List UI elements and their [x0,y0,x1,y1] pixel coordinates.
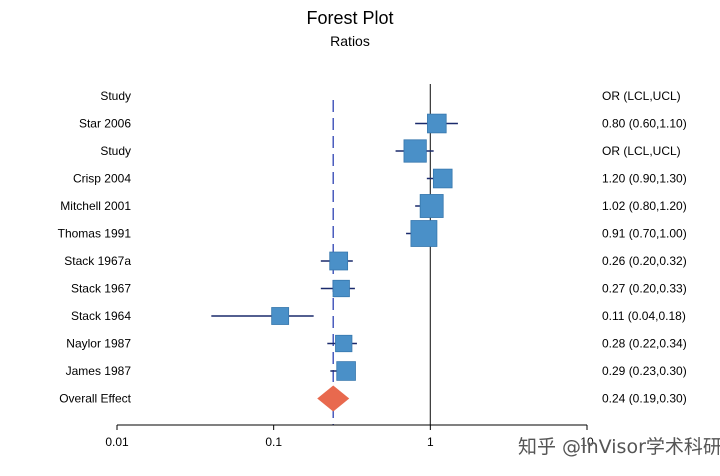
effect-box [427,113,447,134]
effect-box [329,251,349,271]
x-tick-label: 1 [427,435,434,449]
effect-box [271,307,290,325]
effect-value-label: 1.20 (0.90,1.30) [602,172,687,186]
effect-box [410,220,438,247]
x-axis: 0.01 0.1 1 10 [105,424,594,449]
chart-title: Forest Plot [306,8,393,28]
effect-markers [271,113,453,412]
effect-value-label: 0.24 (0.19,0.30) [602,392,687,406]
row-labels: Study OR (LCL,UCL) Star 2006 0.80 (0.60,1.1… [58,89,687,406]
effect-box [332,279,350,298]
effect-box [335,334,353,353]
overall-effect-diamond [317,385,350,412]
x-tick-label: 10 [580,435,594,449]
effect-value-label: 0.28 (0.22,0.34) [602,337,687,351]
study-label: Star 2006 [79,117,131,131]
effect-box [432,168,453,189]
study-label: Thomas 1991 [58,227,132,241]
effect-box [403,139,427,163]
study-label: Crisp 2004 [73,172,131,186]
effect-value-label: 0.29 (0.23,0.30) [602,364,687,378]
study-label: Stack 1964 [71,309,131,323]
effect-value-label: 0.11 (0.04,0.18) [602,309,686,323]
study-label: Naylor 1987 [66,337,131,351]
study-label: Stack 1967a [64,254,131,268]
effect-value-label: 0.27 (0.20,0.33) [602,282,687,296]
study-label: Study [100,144,131,158]
effect-value-label: 0.80 (0.60,1.10) [602,117,687,131]
chart-subtitle: Ratios [330,33,370,49]
study-label: James 1987 [66,364,132,378]
effect-box [419,194,444,218]
effect-value-label: OR (LCL,UCL) [602,89,681,103]
study-label: Study [100,89,131,103]
study-label: Stack 1967 [71,282,131,296]
study-label: Overall Effect [59,392,131,406]
effect-box [336,361,356,381]
study-label: Mitchell 2001 [60,199,131,213]
effect-value-label: 1.02 (0.80,1.20) [602,199,687,213]
watermark: 知乎 @InVisor学术科研 [518,436,720,458]
x-tick-label: 0.01 [105,435,129,449]
x-tick-label: 0.1 [265,435,282,449]
effect-value-label: 0.26 (0.20,0.32) [602,254,687,268]
effect-value-label: OR (LCL,UCL) [602,144,681,158]
effect-value-label: 0.91 (0.70,1.00) [602,227,687,241]
